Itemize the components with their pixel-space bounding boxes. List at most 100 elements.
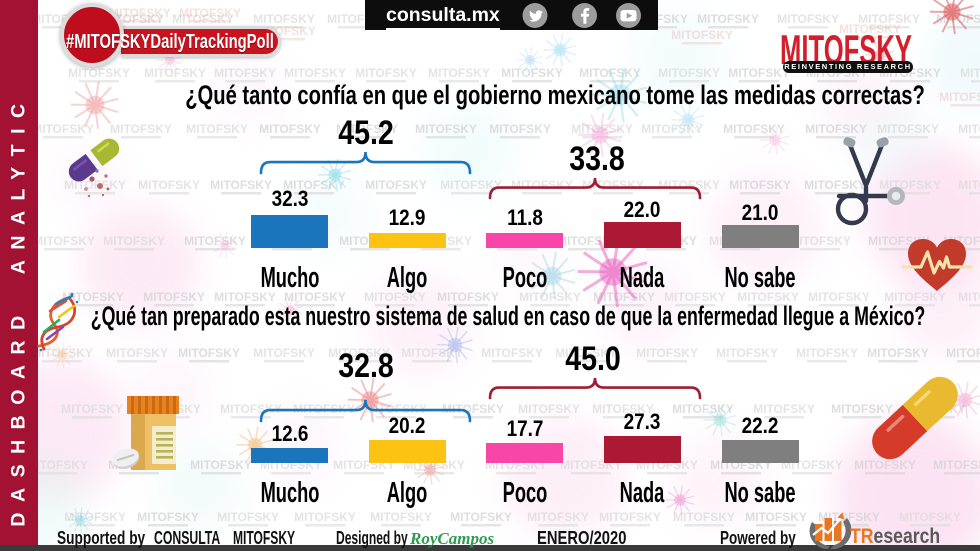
svg-text:MITOFSKY: MITOFSKY xyxy=(658,66,720,80)
svg-text:MITOFSKY: MITOFSKY xyxy=(519,290,581,304)
svg-text:MITOFSKY: MITOFSKY xyxy=(144,66,206,80)
svg-text:MITOFSKY: MITOFSKY xyxy=(868,234,930,248)
svg-text:MITOFSKY: MITOFSKY xyxy=(64,510,126,524)
svg-text:MITOFSKY: MITOFSKY xyxy=(370,510,432,524)
svg-text:MITOFSKY: MITOFSKY xyxy=(336,122,398,136)
svg-text:MITOFSKY: MITOFSKY xyxy=(729,178,791,192)
svg-text:MITOFSKY: MITOFSKY xyxy=(355,66,417,80)
svg-text:MITOFSKY: MITOFSKY xyxy=(103,234,165,248)
svg-text:MITOFSKY: MITOFSKY xyxy=(501,66,563,80)
svg-text:MITOFSKY: MITOFSKY xyxy=(599,510,661,524)
svg-text:MITOFSKY: MITOFSKY xyxy=(259,122,321,136)
svg-text:MITOFSKY: MITOFSKY xyxy=(26,458,88,472)
svg-text:MITOFSKY: MITOFSKY xyxy=(138,178,200,192)
svg-text:MITOFSKY: MITOFSKY xyxy=(557,234,619,248)
svg-text:MITOFSKY: MITOFSKY xyxy=(284,290,346,304)
svg-text:MITOFSKY: MITOFSKY xyxy=(109,6,171,20)
svg-text:MITOFSKY: MITOFSKY xyxy=(527,510,589,524)
svg-text:MITOFSKY: MITOFSKY xyxy=(489,122,551,136)
svg-text:MITOFSKY: MITOFSKY xyxy=(641,122,703,136)
svg-text:MITOFSKY: MITOFSKY xyxy=(664,290,726,304)
svg-text:MITOFSKY: MITOFSKY xyxy=(108,458,170,472)
svg-text:MITOFSKY: MITOFSKY xyxy=(415,122,477,136)
svg-text:MITOFSKY: MITOFSKY xyxy=(899,510,961,524)
svg-text:MITOFSKY: MITOFSKY xyxy=(62,290,124,304)
svg-text:MITOFSKY: MITOFSKY xyxy=(186,122,248,136)
svg-text:MITOFSKY: MITOFSKY xyxy=(818,510,880,524)
svg-text:MITOFSKY: MITOFSKY xyxy=(220,402,282,416)
svg-text:MITOFSKY: MITOFSKY xyxy=(723,122,785,136)
svg-text:MITOFSKY: MITOFSKY xyxy=(933,458,980,472)
svg-text:MITOFSKY: MITOFSKY xyxy=(808,290,870,304)
svg-text:MITOFSKY: MITOFSKY xyxy=(184,234,246,248)
svg-text:MITOFSKY: MITOFSKY xyxy=(943,234,980,248)
svg-text:MITOFSKY: MITOFSKY xyxy=(939,90,980,104)
svg-text:MITOFSKY: MITOFSKY xyxy=(110,122,172,136)
svg-text:MITOFSKY: MITOFSKY xyxy=(728,66,790,80)
svg-text:MITOFSKY: MITOFSKY xyxy=(214,290,276,304)
svg-text:MITOFSKY: MITOFSKY xyxy=(958,178,980,192)
svg-text:MITOFSKY: MITOFSKY xyxy=(283,178,345,192)
svg-text:MITOFSKY: MITOFSKY xyxy=(697,12,759,26)
svg-text:MITOFSKY: MITOFSKY xyxy=(253,12,315,26)
svg-text:MITOFSKY: MITOFSKY xyxy=(179,6,241,20)
svg-text:MITOFSKY: MITOFSKY xyxy=(61,402,123,416)
svg-text:MITOFSKY: MITOFSKY xyxy=(364,290,426,304)
svg-text:MITOFSKY: MITOFSKY xyxy=(139,402,201,416)
svg-text:MITOFSKY: MITOFSKY xyxy=(831,402,893,416)
svg-text:MITOFSKY: MITOFSKY xyxy=(672,402,734,416)
svg-text:MITOFSKY: MITOFSKY xyxy=(716,346,778,360)
svg-text:MITOFSKY: MITOFSKY xyxy=(671,28,733,42)
svg-text:MITOFSKY: MITOFSKY xyxy=(571,122,633,136)
svg-text:MITOFSKY: MITOFSKY xyxy=(401,346,463,360)
svg-text:MITOFSKY: MITOFSKY xyxy=(582,178,644,192)
svg-text:MITOFSKY: MITOFSKY xyxy=(294,510,356,524)
svg-text:MITOFSKY: MITOFSKY xyxy=(328,346,390,360)
svg-text:MITOFSKY: MITOFSKY xyxy=(753,402,815,416)
svg-text:MITOFSKY: MITOFSKY xyxy=(217,510,279,524)
svg-text:MITOFSKY: MITOFSKY xyxy=(143,290,205,304)
svg-text:MITOFSKY: MITOFSKY xyxy=(450,510,512,524)
svg-text:MITOFSKY: MITOFSKY xyxy=(805,122,867,136)
svg-text:MITOFSKY: MITOFSKY xyxy=(137,510,199,524)
svg-text:MITOFSKY: MITOFSKY xyxy=(442,402,504,416)
svg-text:MITOFSKY: MITOFSKY xyxy=(214,66,276,80)
svg-text:MITOFSKY: MITOFSKY xyxy=(555,346,617,360)
svg-text:MITOFSKY: MITOFSKY xyxy=(879,178,941,192)
svg-text:MITOFSKY: MITOFSKY xyxy=(511,178,573,192)
svg-text:MITOFSKY: MITOFSKY xyxy=(437,290,499,304)
svg-text:MITOFSKY: MITOFSKY xyxy=(867,346,929,360)
svg-text:MITOFSKY: MITOFSKY xyxy=(737,290,799,304)
svg-text:MITOFSKY: MITOFSKY xyxy=(593,290,655,304)
svg-text:MITOFSKY: MITOFSKY xyxy=(636,346,698,360)
svg-text:MITOFSKY: MITOFSKY xyxy=(904,402,966,416)
svg-text:MITOFSKY: MITOFSKY xyxy=(789,234,851,248)
svg-text:MITOFSKY: MITOFSKY xyxy=(796,346,858,360)
svg-text:MITOFSKY: MITOFSKY xyxy=(877,122,939,136)
svg-text:MITOFSKY: MITOFSKY xyxy=(958,290,980,304)
svg-text:MITOFSKY: MITOFSKY xyxy=(32,122,94,136)
svg-text:MITOFSKY: MITOFSKY xyxy=(658,178,720,192)
svg-text:MITOFSKY: MITOFSKY xyxy=(745,510,807,524)
svg-text:MITOFSKY: MITOFSKY xyxy=(804,178,866,192)
svg-text:MITOFSKY: MITOFSKY xyxy=(858,12,920,26)
svg-text:MITOFSKY: MITOFSKY xyxy=(946,346,980,360)
svg-text:MITOFSKY: MITOFSKY xyxy=(210,178,272,192)
svg-text:MITOFSKY: MITOFSKY xyxy=(284,66,346,80)
svg-text:MITOFSKY: MITOFSKY xyxy=(579,66,641,80)
svg-text:MITOFSKY: MITOFSKY xyxy=(106,346,168,360)
svg-text:MITOFSKY: MITOFSKY xyxy=(190,458,252,472)
svg-text:MITOFSKY: MITOFSKY xyxy=(33,234,95,248)
svg-text:MITOFSKY: MITOFSKY xyxy=(440,178,502,192)
svg-text:MITOFSKY: MITOFSKY xyxy=(253,346,315,360)
svg-text:MITOFSKY: MITOFSKY xyxy=(839,22,901,36)
svg-text:MITOFSKY: MITOFSKY xyxy=(958,122,980,136)
svg-text:MITOFSKY: MITOFSKY xyxy=(481,346,543,360)
svg-text:MITOFSKY: MITOFSKY xyxy=(777,12,839,26)
svg-text:MITOFSKY: MITOFSKY xyxy=(592,402,654,416)
svg-text:MITOFSKY: MITOFSKY xyxy=(68,66,130,80)
svg-text:MITOFSKY: MITOFSKY xyxy=(854,458,916,472)
svg-text:MITOFSKY: MITOFSKY xyxy=(178,346,240,360)
svg-text:MITOFSKY: MITOFSKY xyxy=(884,290,946,304)
svg-text:MITOFSKY: MITOFSKY xyxy=(293,402,355,416)
